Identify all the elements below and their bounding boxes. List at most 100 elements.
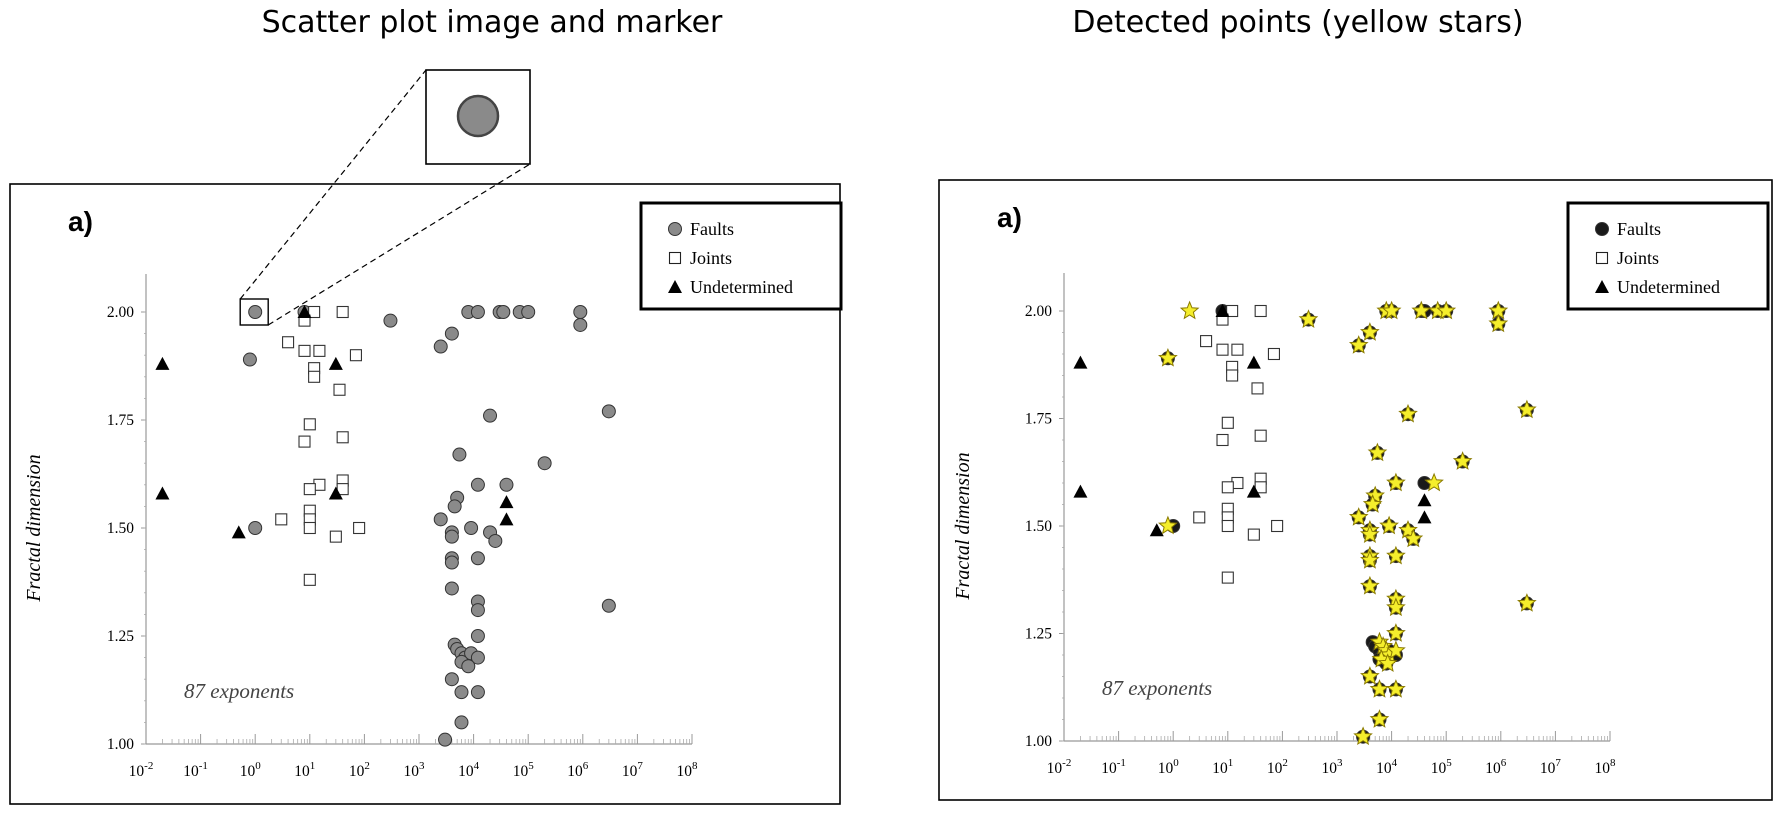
right-y-tick-label: 1.50 <box>1025 518 1052 535</box>
right-detected-star <box>1386 679 1406 698</box>
right-joint-point <box>1221 519 1234 533</box>
right-x-tick-base: 10 <box>1047 760 1063 777</box>
left-joint-point <box>349 349 362 362</box>
left-x-tick-base: 10 <box>513 763 529 780</box>
right-y-tick-label: 1.00 <box>1025 733 1052 750</box>
left-fault-point <box>601 598 616 613</box>
right-joint-point <box>1221 481 1234 494</box>
right-joint-point <box>1271 519 1284 533</box>
right-detected-star <box>1411 300 1432 320</box>
left-x-tick-exponent: 2 <box>364 760 370 772</box>
right-undetermined-point <box>1246 484 1261 498</box>
left-fault-point <box>444 581 459 596</box>
right-joint-point <box>1193 511 1206 524</box>
left-x-tick-exponent: 8 <box>692 760 698 772</box>
left-fault-point <box>444 672 459 687</box>
left-joint-point <box>333 383 346 396</box>
left-fault-point <box>470 603 485 618</box>
right-detected-star <box>1348 335 1369 354</box>
left-legend-entry: Joints <box>690 248 732 268</box>
right-x-tick-exponent: 7 <box>1555 757 1561 769</box>
left-x-tick-base: 10 <box>183 763 199 780</box>
left-y-axis-label: Fractal dimension <box>23 454 45 602</box>
right-joint-point <box>1254 304 1267 318</box>
right-y-tick-label: 1.75 <box>1025 411 1052 428</box>
right-x-tick-base: 10 <box>1101 760 1117 777</box>
right-joint-point <box>1221 416 1234 429</box>
right-detected-star <box>1377 653 1398 672</box>
right-x-tick-exponent: -1 <box>1117 757 1126 769</box>
left-fault-point <box>464 521 479 535</box>
left-fault-point <box>537 456 552 471</box>
right-legend-undetermined-marker <box>1595 280 1609 293</box>
left-joint-point <box>308 305 321 319</box>
left-fault-point <box>499 477 514 492</box>
zoom-source-box <box>239 298 269 326</box>
left-joint-point <box>298 435 311 448</box>
right-joint-point <box>1231 343 1244 356</box>
right-detected-star <box>1365 485 1385 505</box>
right-undetermined-point <box>1215 304 1230 317</box>
right-x-tick-exponent: 6 <box>1501 757 1507 769</box>
right-detected-star <box>1517 593 1537 612</box>
left-undetermined-point <box>499 495 514 509</box>
left-joint-point <box>353 521 366 535</box>
left-fault-point <box>470 305 485 319</box>
left-joint-point <box>336 305 349 319</box>
right-detected-star <box>1158 515 1178 535</box>
left-x-tick-exponent: 1 <box>310 760 316 772</box>
right-detected-star <box>1398 403 1418 423</box>
right-joint-point <box>1200 335 1213 348</box>
right-detected-star <box>1360 550 1380 569</box>
right-x-tick-label: 10-2 <box>1047 757 1072 777</box>
right-detected-star <box>1367 442 1388 462</box>
left-joint-point <box>308 370 321 383</box>
right-joint-point <box>1216 343 1229 356</box>
right-joint-point <box>1267 347 1280 361</box>
left-x-tick-base: 10 <box>677 763 693 780</box>
right-detected-star <box>1348 507 1369 526</box>
left-figure-title: Scatter plot image and marker <box>262 5 723 40</box>
right-joint-point <box>1247 528 1260 541</box>
left-joint-point <box>313 344 326 357</box>
left-x-tick-exponent: 7 <box>637 760 643 772</box>
left-fault-point <box>248 521 263 535</box>
right-detected-star <box>1360 666 1380 685</box>
right-detected-star <box>1381 300 1402 320</box>
left-fault-point <box>444 555 459 570</box>
left-joint-point <box>298 344 311 357</box>
left-fault-point <box>433 339 448 354</box>
right-undetermined-point <box>1149 523 1164 537</box>
left-fault-point <box>383 313 398 328</box>
left-fault-point <box>470 685 485 700</box>
left-undetermined-point <box>499 512 514 526</box>
left-fault-point <box>454 685 469 700</box>
left-x-tick-base: 10 <box>240 763 256 780</box>
left-joint-point <box>282 336 295 349</box>
left-x-tick-exponent: 0 <box>255 760 261 772</box>
left-x-tick-label: 10-2 <box>129 760 154 780</box>
left-annotation: 87 exponents <box>184 679 294 703</box>
right-x-tick-exponent: 1 <box>1228 757 1234 769</box>
right-undetermined-point <box>1073 355 1088 369</box>
right-x-tick-base: 10 <box>1212 760 1228 777</box>
right-x-tick-label: 106 <box>1485 757 1507 777</box>
right-x-tick-base: 10 <box>1158 760 1174 777</box>
left-x-tick-exponent: 3 <box>419 760 425 772</box>
right-detected-star <box>1424 472 1444 492</box>
left-fault-point <box>521 305 536 319</box>
right-detected-star <box>1386 623 1406 642</box>
left-undetermined-point <box>297 305 312 318</box>
left-fault-point <box>601 404 616 419</box>
left-fault-point <box>433 512 448 527</box>
left-undetermined-point <box>328 356 343 370</box>
right-detected-star <box>1353 726 1373 746</box>
left-fault-point <box>496 305 511 319</box>
right-detected-star <box>1436 300 1457 320</box>
right-detected-star <box>1360 524 1380 543</box>
left-legend-entry: Faults <box>690 219 734 239</box>
left-fault-point <box>444 326 459 341</box>
left-fault-point <box>248 305 263 319</box>
right-detected-star <box>1386 597 1406 617</box>
